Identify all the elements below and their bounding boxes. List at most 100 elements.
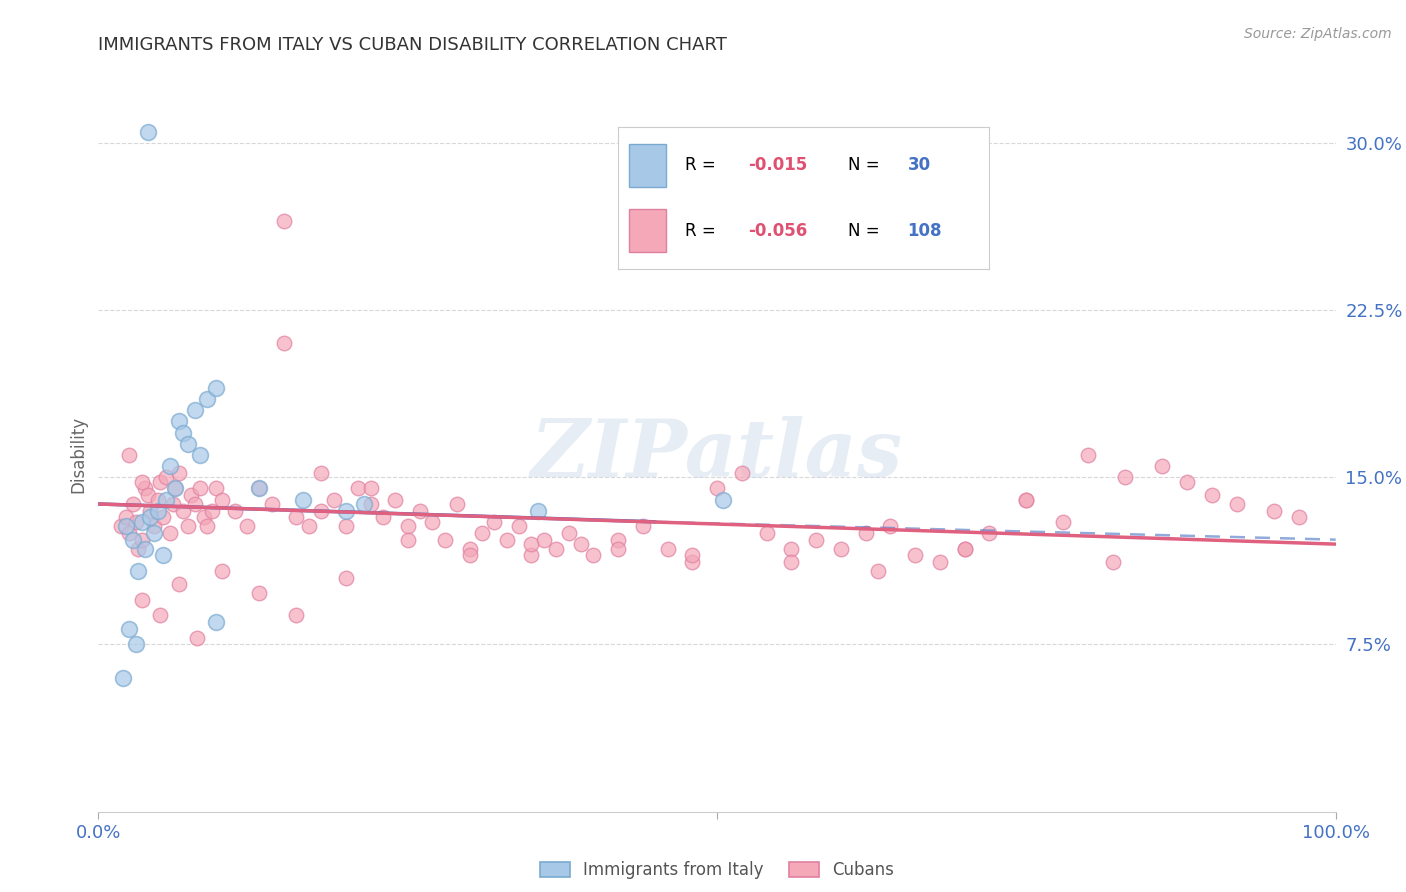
Point <box>273 213 295 227</box>
Point <box>201 503 224 517</box>
Point <box>433 533 456 547</box>
Point <box>118 526 141 541</box>
Point <box>136 125 159 139</box>
Point <box>706 482 728 496</box>
Point <box>335 571 357 585</box>
Point <box>122 497 145 511</box>
Point <box>112 671 135 685</box>
Text: IMMIGRANTS FROM ITALY VS CUBAN DISABILITY CORRELATION CHART: IMMIGRANTS FROM ITALY VS CUBAN DISABILIT… <box>98 36 727 54</box>
Point <box>167 414 190 429</box>
Point <box>172 425 194 440</box>
Point <box>247 482 270 496</box>
Point <box>1201 488 1223 502</box>
Point <box>631 519 654 533</box>
Point <box>360 482 382 496</box>
Point <box>134 482 156 496</box>
Point <box>149 608 172 623</box>
Point <box>127 541 149 556</box>
Point <box>446 497 468 511</box>
Point <box>928 555 950 569</box>
Point <box>731 466 754 480</box>
Legend: Immigrants from Italy, Cubans: Immigrants from Italy, Cubans <box>533 855 901 886</box>
Point <box>1052 515 1074 529</box>
Point <box>804 533 827 547</box>
Point <box>176 519 198 533</box>
Point <box>322 492 344 507</box>
Point <box>526 503 548 517</box>
Point <box>422 515 444 529</box>
Point <box>458 548 481 563</box>
Point <box>131 515 153 529</box>
Point <box>155 470 177 484</box>
Point <box>205 482 228 496</box>
Point <box>180 488 202 502</box>
Point <box>1077 448 1099 462</box>
Point <box>195 392 218 407</box>
Point <box>131 475 153 489</box>
Point <box>471 526 494 541</box>
Point <box>211 564 233 578</box>
Point <box>124 637 146 651</box>
Point <box>134 541 156 556</box>
Point <box>458 541 481 556</box>
Point <box>172 503 194 517</box>
Point <box>167 466 190 480</box>
Point <box>205 381 228 395</box>
Point <box>152 510 174 524</box>
Point <box>1263 503 1285 517</box>
Text: ZIPatlas: ZIPatlas <box>531 417 903 493</box>
Point <box>236 519 259 533</box>
Point <box>298 519 321 533</box>
Point <box>155 492 177 507</box>
Point <box>127 564 149 578</box>
Point <box>149 475 172 489</box>
Point <box>1102 555 1125 569</box>
Point <box>681 548 703 563</box>
Point <box>186 631 208 645</box>
Point <box>855 526 877 541</box>
Point <box>131 592 153 607</box>
Point <box>335 519 357 533</box>
Point <box>520 537 543 551</box>
Point <box>755 526 778 541</box>
Point <box>146 503 169 517</box>
Point <box>114 510 136 524</box>
Point <box>780 541 803 556</box>
Point <box>1114 470 1136 484</box>
Point <box>176 436 198 450</box>
Point <box>131 533 153 547</box>
Point <box>224 503 246 517</box>
Point <box>335 503 357 517</box>
Point <box>184 403 207 417</box>
Point <box>118 622 141 636</box>
Point <box>1288 510 1310 524</box>
Point <box>143 519 166 533</box>
Point <box>159 459 181 474</box>
Point <box>780 555 803 569</box>
Point <box>533 533 555 547</box>
Point <box>139 503 162 517</box>
Point <box>347 482 370 496</box>
Point <box>285 608 308 623</box>
Point <box>285 510 308 524</box>
Point <box>508 519 530 533</box>
Point <box>396 519 419 533</box>
Point <box>211 492 233 507</box>
Point <box>167 577 190 591</box>
Point <box>247 586 270 600</box>
Point <box>607 541 630 556</box>
Point <box>184 497 207 511</box>
Point <box>953 541 976 556</box>
Point <box>546 541 568 556</box>
Point <box>830 541 852 556</box>
Point <box>165 482 187 496</box>
Point <box>110 519 132 533</box>
Point <box>143 526 166 541</box>
Point <box>384 492 406 507</box>
Point <box>607 533 630 547</box>
Point <box>188 448 211 462</box>
Point <box>979 526 1001 541</box>
Point <box>159 526 181 541</box>
Point <box>205 615 228 630</box>
Point <box>557 526 579 541</box>
